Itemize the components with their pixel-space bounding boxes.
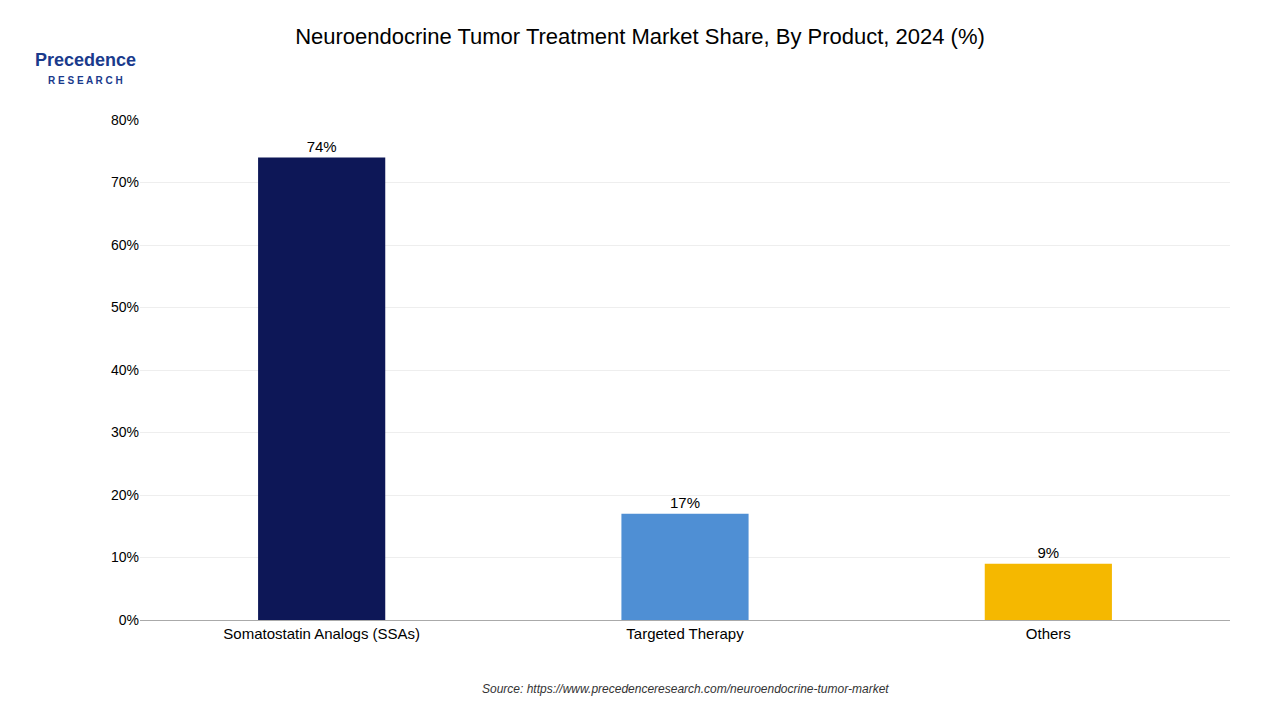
svg-text:Targeted Therapy: Targeted Therapy: [626, 625, 744, 642]
svg-text:0%: 0%: [119, 612, 139, 628]
svg-text:Precedence: Precedence: [35, 50, 136, 70]
svg-text:60%: 60%: [111, 237, 139, 253]
svg-text:Others: Others: [1026, 625, 1071, 642]
svg-text:17%: 17%: [670, 494, 700, 511]
svg-text:80%: 80%: [111, 112, 139, 128]
svg-text:Source: https://www.precedence: Source: https://www.precedenceresearch.c…: [482, 682, 889, 696]
svg-text:9%: 9%: [1037, 544, 1059, 561]
svg-text:20%: 20%: [111, 487, 139, 503]
svg-text:10%: 10%: [111, 549, 139, 565]
svg-text:70%: 70%: [111, 174, 139, 190]
svg-text:Somatostatin Analogs (SSAs): Somatostatin Analogs (SSAs): [223, 625, 420, 642]
svg-text:74%: 74%: [307, 138, 337, 155]
svg-text:40%: 40%: [111, 362, 139, 378]
svg-text:Neuroendocrine Tumor Treatment: Neuroendocrine Tumor Treatment Market Sh…: [295, 24, 985, 49]
svg-text:30%: 30%: [111, 424, 139, 440]
svg-text:50%: 50%: [111, 299, 139, 315]
svg-text:R E S E A R C H: R E S E A R C H: [48, 75, 123, 86]
